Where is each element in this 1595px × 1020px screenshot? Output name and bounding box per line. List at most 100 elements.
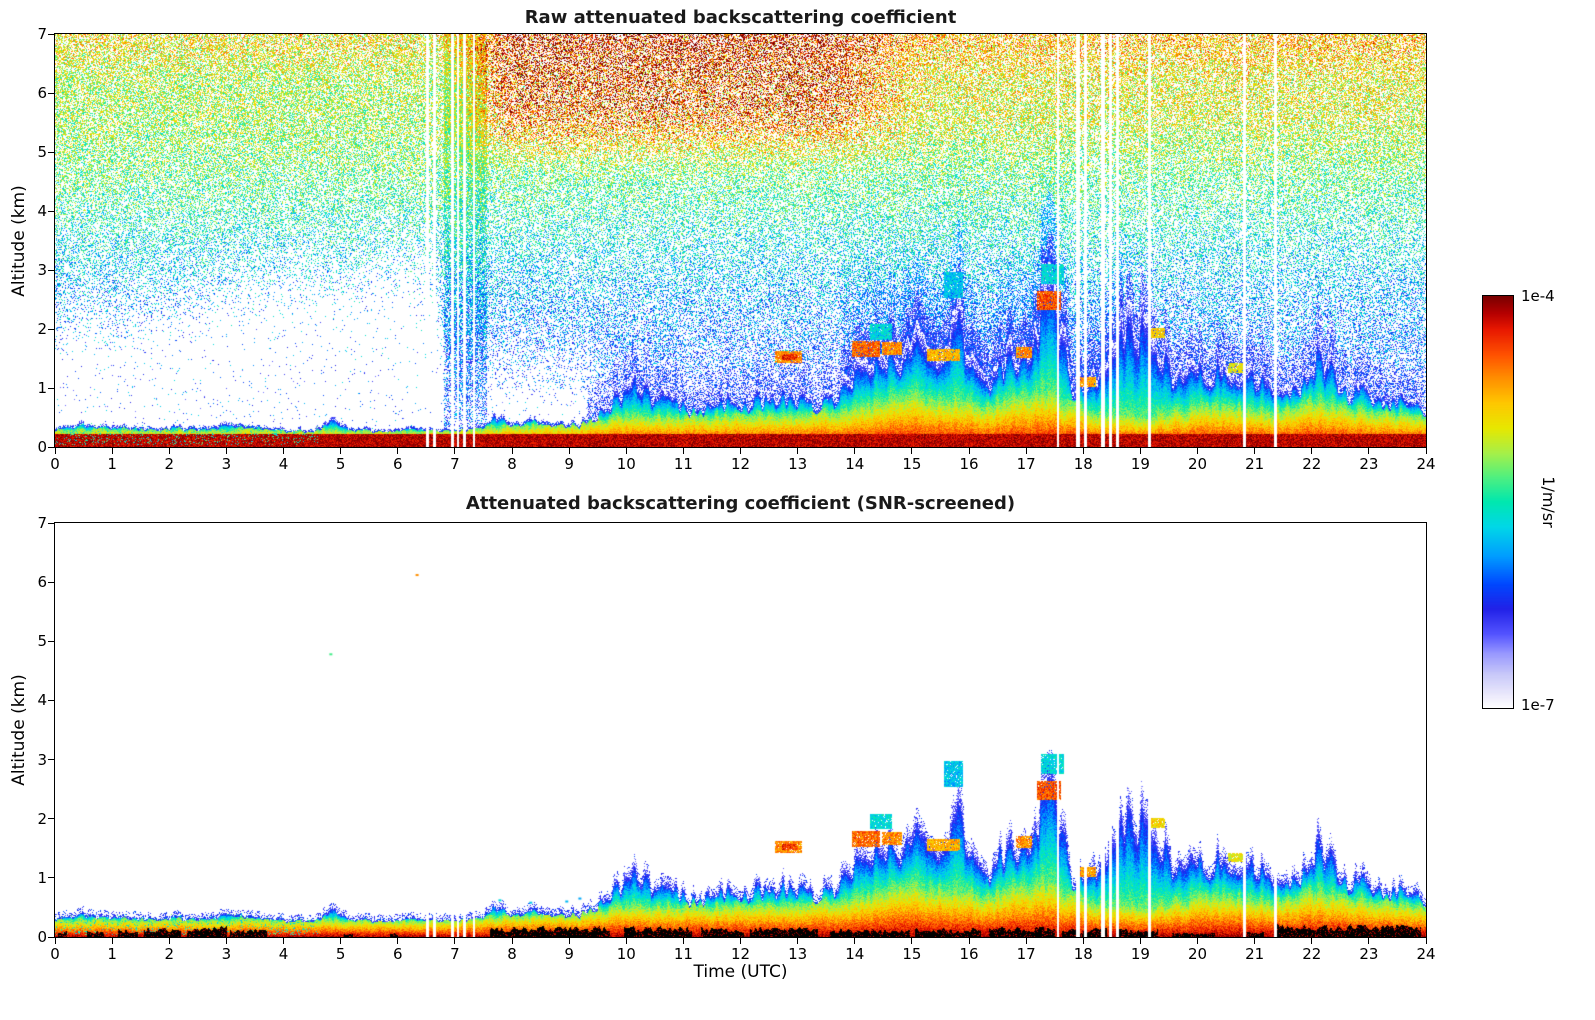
x-tick-mark <box>911 448 913 454</box>
x-tick-mark <box>340 448 342 454</box>
x-tick-label: 8 <box>507 455 517 473</box>
x-tick-mark <box>1082 938 1084 944</box>
colorbar <box>1482 295 1514 709</box>
x-tick-label: 2 <box>164 945 175 963</box>
x-tick-mark <box>1368 448 1370 454</box>
x-tick-label: 21 <box>1245 945 1265 963</box>
x-tick-label: 14 <box>845 455 865 473</box>
x-tick-label: 3 <box>221 455 232 473</box>
colorbar-unit-label: 1/m/sr <box>1539 476 1558 528</box>
x-tick-mark <box>397 938 399 944</box>
x-tick-mark <box>1368 938 1370 944</box>
x-tick-label: 17 <box>1016 945 1036 963</box>
y-tick-label: 4 <box>37 691 47 710</box>
x-tick-mark <box>168 448 170 454</box>
x-tick-label: 24 <box>1416 455 1436 473</box>
x-tick-mark <box>511 938 513 944</box>
panel-screened-plot <box>54 522 1427 938</box>
screened-heatmap-canvas <box>55 523 1426 937</box>
x-tick-label: 21 <box>1245 455 1265 473</box>
x-tick-mark <box>854 938 856 944</box>
x-tick-label: 18 <box>1073 945 1093 963</box>
y-tick-label: 4 <box>37 202 47 220</box>
x-tick-label: 15 <box>902 945 922 963</box>
y-tick-mark <box>48 522 54 524</box>
x-tick-label: 7 <box>450 945 460 963</box>
x-tick-label: 13 <box>788 455 808 473</box>
x-tick-mark <box>1025 448 1027 454</box>
x-tick-label: 1 <box>107 455 117 473</box>
x-tick-mark <box>1425 448 1427 454</box>
y-tick-mark <box>48 328 54 330</box>
x-tick-label: 9 <box>564 455 574 473</box>
x-tick-label: 22 <box>1302 945 1322 963</box>
x-tick-label: 8 <box>507 945 517 963</box>
x-tick-label: 2 <box>164 455 175 473</box>
x-tick-label: 10 <box>616 455 636 473</box>
y-tick-label: 6 <box>37 573 47 592</box>
x-tick-label: 22 <box>1302 455 1322 473</box>
x-tick-label: 15 <box>902 455 922 473</box>
x-tick-mark <box>1139 448 1141 454</box>
x-tick-mark <box>854 448 856 454</box>
x-tick-label: 6 <box>392 945 403 963</box>
y-tick-label: 0 <box>37 928 47 946</box>
panel-raw-plot <box>54 33 1427 448</box>
x-tick-mark <box>1311 448 1313 454</box>
x-tick-mark <box>283 448 284 454</box>
x-tick-label: 1 <box>107 945 117 963</box>
x-tick-mark <box>283 938 284 944</box>
x-tick-label: 14 <box>845 945 865 963</box>
x-tick-mark <box>1025 938 1027 944</box>
x-tick-label: 20 <box>1187 945 1208 963</box>
y-tick-mark <box>48 699 54 701</box>
x-tick-label: 4 <box>278 455 289 473</box>
x-tick-mark <box>454 938 456 944</box>
x-tick-mark <box>625 938 627 944</box>
x-tick-mark <box>111 448 113 454</box>
colorbar-gradient <box>1483 296 1513 708</box>
y-tick-label: 3 <box>37 261 47 279</box>
x-tick-label: 6 <box>392 455 403 473</box>
x-tick-label: 9 <box>564 945 574 963</box>
y-tick-mark <box>48 936 54 938</box>
y-tick-label: 1 <box>37 868 47 887</box>
x-tick-label: 5 <box>335 455 346 473</box>
x-tick-mark <box>968 448 970 454</box>
x-tick-label: 7 <box>450 455 460 473</box>
x-tick-mark <box>1254 448 1256 454</box>
x-tick-label: 3 <box>221 945 232 963</box>
x-tick-mark <box>454 448 456 454</box>
x-tick-mark <box>568 938 570 944</box>
x-tick-mark <box>1139 938 1141 944</box>
x-tick-mark <box>568 448 570 454</box>
y-tick-label: 5 <box>37 143 47 161</box>
x-tick-label: 17 <box>1016 455 1036 473</box>
y-tick-label: 6 <box>37 84 47 102</box>
y-tick-label: 7 <box>37 514 47 532</box>
x-tick-label: 0 <box>50 945 60 963</box>
x-tick-label: 23 <box>1359 945 1379 963</box>
y-tick-mark <box>48 92 54 94</box>
x-tick-label: 24 <box>1416 945 1436 963</box>
x-tick-mark <box>168 938 170 944</box>
x-tick-mark <box>1311 938 1313 944</box>
x-tick-mark <box>225 448 227 454</box>
x-tick-mark <box>682 448 684 454</box>
y-tick-mark <box>48 387 54 389</box>
x-tick-mark <box>740 938 741 944</box>
x-tick-mark <box>1425 938 1427 944</box>
colorbar-max-label: 1e-4 <box>1521 287 1555 305</box>
x-tick-mark <box>225 938 227 944</box>
x-tick-mark <box>740 448 741 454</box>
panel-raw-title: Raw attenuated backscattering coefficien… <box>524 7 957 28</box>
y-tick-mark <box>48 759 54 761</box>
x-tick-mark <box>911 938 913 944</box>
x-tick-mark <box>1197 938 1198 944</box>
x-tick-label: 12 <box>730 945 751 963</box>
y-tick-label: 5 <box>37 632 47 651</box>
y-tick-label: 3 <box>37 750 47 769</box>
raw-heatmap-canvas <box>55 34 1426 447</box>
y-tick-mark <box>48 640 54 642</box>
x-tick-mark <box>397 448 399 454</box>
